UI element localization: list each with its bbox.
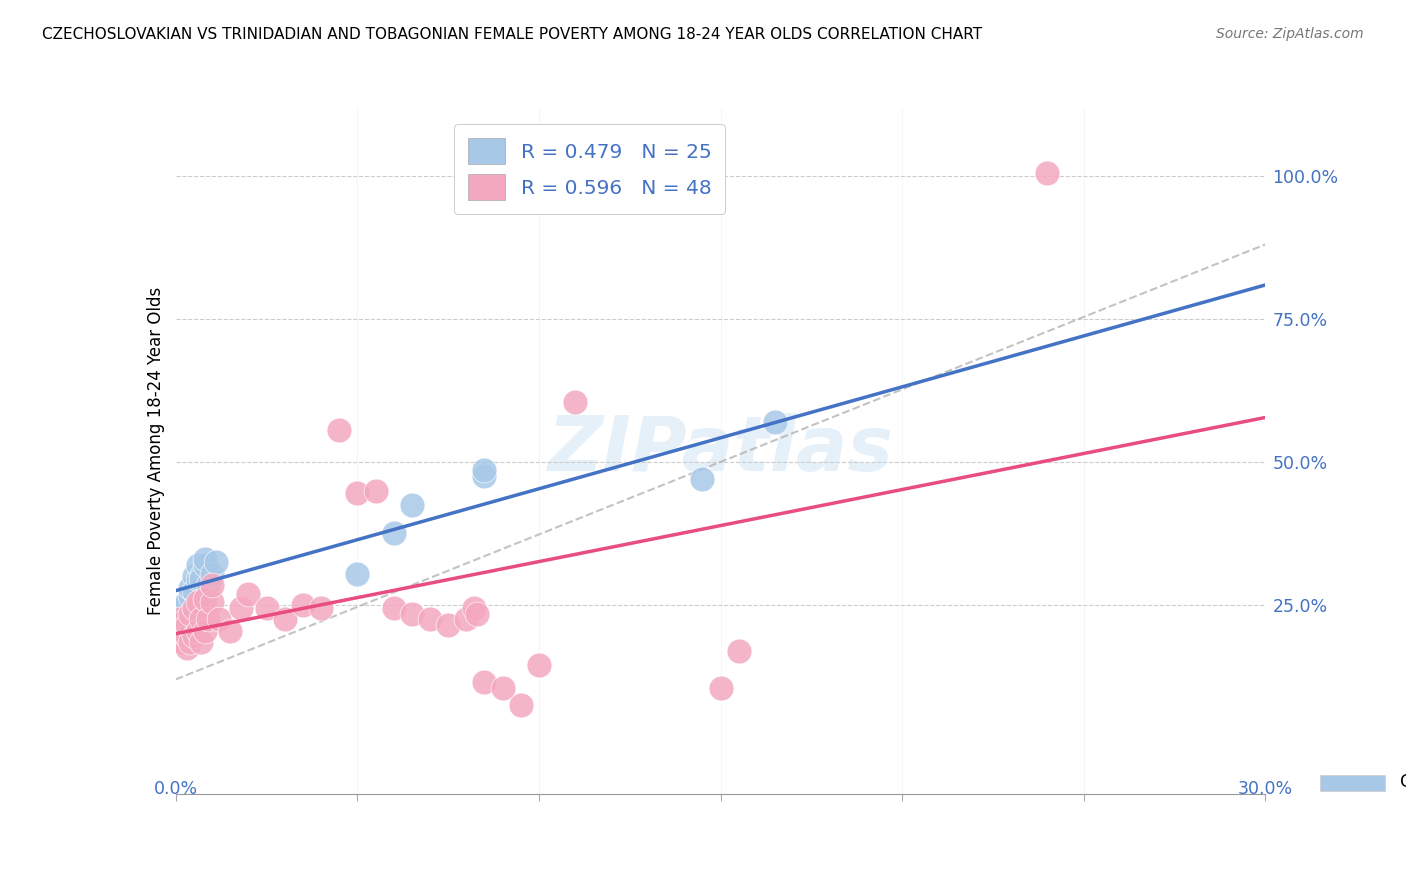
Point (179, 607, 201, 621)
Bar (1320, 775, 1385, 791)
Point (437, 618, 460, 632)
Point (710, 681, 733, 695)
Point (186, 572, 209, 586)
Point (763, 415, 786, 429)
Point (201, 578, 224, 592)
Point (208, 612, 231, 626)
Point (183, 583, 205, 598)
Point (456, 612, 478, 626)
Point (364, 483, 387, 498)
Point (194, 558, 217, 572)
Point (382, 526, 405, 541)
Point (179, 635, 201, 649)
Point (474, 469, 496, 483)
Point (201, 566, 224, 581)
Point (197, 578, 219, 592)
Point (509, 698, 531, 713)
Point (172, 635, 194, 649)
Point (474, 463, 496, 477)
Point (564, 394, 586, 409)
Point (474, 675, 496, 690)
Point (190, 569, 212, 583)
Text: 30.0%: 30.0% (1237, 780, 1294, 797)
Point (465, 607, 488, 621)
Point (291, 598, 314, 612)
Point (274, 612, 297, 626)
Point (183, 569, 205, 583)
Point (179, 581, 201, 595)
Point (190, 572, 212, 586)
Point (176, 618, 198, 632)
Point (238, 586, 260, 600)
Text: ZIPatlas: ZIPatlas (547, 414, 894, 487)
Point (256, 600, 278, 615)
Point (309, 600, 332, 615)
Y-axis label: Female Poverty Among 18-24 Year Olds: Female Poverty Among 18-24 Year Olds (146, 286, 165, 615)
Point (186, 624, 209, 638)
Legend: R = 0.479   N = 25, R = 0.596   N = 48: R = 0.479 N = 25, R = 0.596 N = 48 (454, 124, 725, 214)
Point (201, 595, 224, 609)
Point (1036, 166, 1059, 180)
Point (401, 498, 423, 512)
Point (219, 624, 242, 638)
Point (179, 590, 201, 604)
Point (169, 612, 191, 626)
Point (419, 612, 441, 626)
Point (169, 618, 191, 632)
Point (346, 486, 368, 500)
Point (231, 600, 253, 615)
Point (194, 552, 217, 566)
Point (463, 600, 485, 615)
Point (346, 566, 368, 581)
Point (176, 607, 198, 621)
Point (727, 644, 749, 658)
Point (328, 424, 350, 438)
Point (176, 595, 198, 609)
Point (194, 592, 217, 607)
Point (190, 612, 212, 626)
Point (169, 607, 191, 621)
Point (186, 595, 209, 609)
Point (172, 615, 194, 630)
Point (692, 472, 714, 486)
Point (172, 598, 194, 612)
Point (382, 600, 405, 615)
Point (401, 607, 423, 621)
Text: Czechoslovakians: Czechoslovakians (1400, 773, 1406, 791)
Text: CZECHOSLOVAKIAN VS TRINIDADIAN AND TOBAGONIAN FEMALE POVERTY AMONG 18-24 YEAR OL: CZECHOSLOVAKIAN VS TRINIDADIAN AND TOBAG… (42, 27, 983, 42)
Point (204, 555, 226, 569)
Point (183, 600, 205, 615)
Point (527, 658, 550, 673)
Point (176, 630, 198, 644)
Point (169, 600, 191, 615)
Text: Source: ZipAtlas.com: Source: ZipAtlas.com (1216, 27, 1364, 41)
Point (186, 558, 209, 572)
Point (492, 681, 515, 695)
Point (183, 630, 205, 644)
Point (190, 635, 212, 649)
Point (176, 640, 198, 655)
Point (194, 624, 217, 638)
Point (172, 626, 194, 640)
Point (197, 612, 219, 626)
Point (169, 624, 191, 638)
Text: 0.0%: 0.0% (153, 780, 198, 797)
